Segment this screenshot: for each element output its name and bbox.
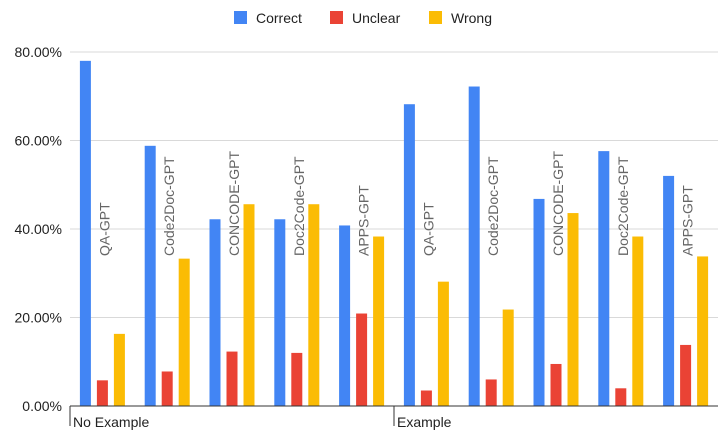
- bar-correct: [79, 60, 91, 406]
- bar-wrong: [697, 256, 709, 406]
- bar-correct: [339, 225, 351, 406]
- legend: Correct Unclear Wrong: [234, 10, 492, 26]
- category-label: Code2Doc-GPT: [485, 156, 501, 256]
- bar-unclear: [96, 380, 108, 406]
- bar-correct: [468, 86, 480, 406]
- bar-correct: [209, 219, 221, 406]
- y-axis: 0.00% 20.00% 40.00% 60.00% 80.00%: [15, 44, 62, 414]
- bar-wrong: [178, 258, 190, 406]
- x-axis: No Example Example: [69, 405, 718, 430]
- legend-label-unclear: Unclear: [352, 10, 401, 26]
- bar-unclear: [485, 379, 497, 406]
- bar-unclear: [356, 313, 368, 406]
- legend-label-correct: Correct: [256, 10, 302, 26]
- x-group-label: No Example: [73, 414, 149, 430]
- category-labels: QA-GPT Code2Doc-GPT CONCODE-GPT Doc2Code-GP…: [96, 151, 695, 256]
- bar-correct: [598, 151, 610, 406]
- bar-correct: [274, 219, 286, 406]
- bar-wrong: [113, 333, 125, 406]
- legend-swatch-wrong: [429, 11, 442, 24]
- y-tick-label: 80.00%: [15, 44, 62, 60]
- bar-unclear: [226, 351, 238, 406]
- bar-correct: [403, 104, 415, 406]
- bar-unclear: [680, 344, 692, 406]
- category-label: QA-GPT: [420, 202, 436, 256]
- bar-wrong: [308, 204, 320, 406]
- bar-wrong: [632, 236, 644, 406]
- bar-correct: [144, 145, 156, 406]
- bar-wrong: [243, 204, 255, 406]
- bar-correct: [533, 198, 545, 406]
- legend-swatch-unclear: [330, 11, 343, 24]
- legend-swatch-correct: [234, 11, 247, 24]
- category-label: APPS-GPT: [680, 185, 696, 256]
- bar-unclear: [161, 371, 173, 406]
- legend-label-wrong: Wrong: [451, 10, 492, 26]
- y-tick-label: 20.00%: [15, 310, 62, 326]
- bar-wrong: [567, 213, 579, 406]
- category-label: CONCODE-GPT: [550, 151, 566, 256]
- category-label: QA-GPT: [96, 202, 112, 256]
- category-label: CONCODE-GPT: [226, 151, 242, 256]
- bar-unclear: [615, 388, 627, 406]
- bars: [79, 60, 709, 406]
- category-label: Code2Doc-GPT: [161, 156, 177, 256]
- x-group-label: Example: [397, 414, 452, 430]
- y-tick-label: 60.00%: [15, 133, 62, 149]
- category-label: Doc2Code-GPT: [291, 156, 307, 256]
- y-tick-label: 0.00%: [22, 398, 62, 414]
- bar-unclear: [550, 363, 562, 406]
- bar-unclear: [291, 352, 303, 406]
- category-label: Doc2Code-GPT: [615, 156, 631, 256]
- bar-unclear: [420, 390, 432, 406]
- y-tick-label: 40.00%: [15, 221, 62, 237]
- bar-correct: [663, 175, 675, 406]
- bar-wrong: [437, 281, 449, 406]
- category-label: APPS-GPT: [356, 185, 372, 256]
- bar-wrong: [502, 309, 514, 406]
- bar-wrong: [373, 236, 385, 406]
